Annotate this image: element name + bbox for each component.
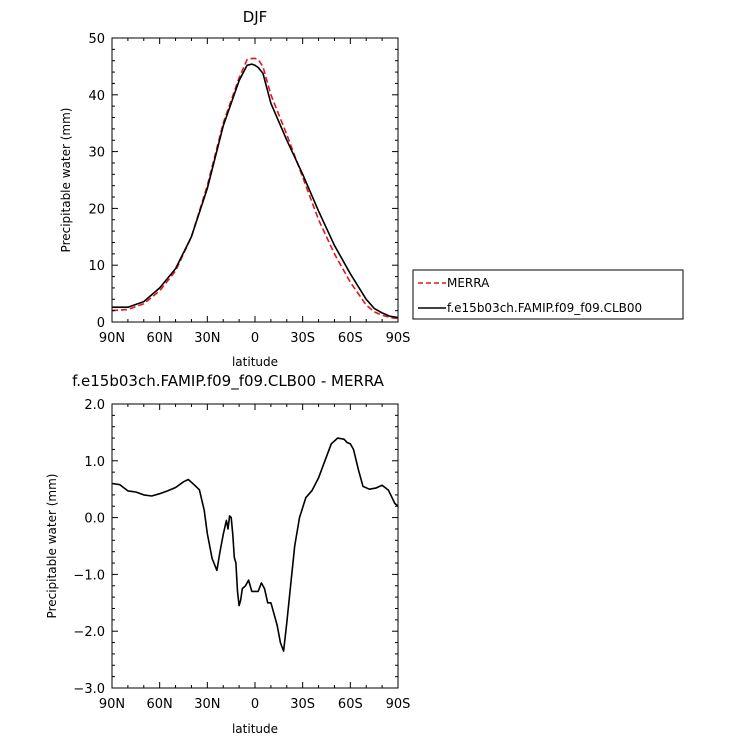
chart-title: f.e15b03ch.FAMIP.f09_f09.CLB00 - MERRA — [72, 372, 385, 391]
chart-panel-djf: DJF 90N 60N 30N 0 30S 60S 90S 0 10 20 30 40 50 lati… — [59, 8, 410, 369]
y-tick-label: −1.0 — [73, 568, 105, 583]
x-tick-label: 60S — [338, 697, 363, 712]
y-axis: −3.0 −2.0 −1.0 0.0 1.0 2.0 — [73, 398, 398, 697]
x-tick-label: 90S — [386, 331, 411, 346]
y-tick-label: 2.0 — [84, 398, 105, 413]
y-tick-label: 50 — [88, 32, 105, 47]
y-axis: 0 10 20 30 40 50 — [88, 32, 398, 331]
legend: MERRA f.e15b03ch.FAMIP.f09_f09.CLB00 — [412, 269, 684, 320]
x-tick-label: 90N — [99, 697, 125, 712]
series-line-0 — [111, 437, 399, 652]
series-group — [111, 437, 399, 652]
y-tick-label: 0.0 — [84, 512, 105, 527]
x-tick-label: 60N — [147, 331, 173, 346]
y-tick-label: 30 — [88, 146, 105, 161]
legend-box — [412, 269, 684, 320]
y-tick-label: 40 — [88, 89, 105, 104]
series-line-1 — [112, 63, 399, 319]
y-tick-label: 20 — [88, 202, 105, 217]
y-tick-label: 10 — [88, 259, 105, 274]
x-tick-label: 60N — [147, 697, 173, 712]
x-tick-label: 0 — [251, 331, 259, 346]
x-tick-label: 30N — [194, 697, 220, 712]
x-tick-label: 90N — [99, 331, 125, 346]
x-tick-label: 60S — [338, 331, 363, 346]
y-tick-label: 0 — [97, 316, 105, 331]
y-tick-label: 1.0 — [84, 455, 105, 470]
plot-frame — [111, 37, 399, 323]
x-tick-label: 90S — [386, 697, 411, 712]
y-tick-label: −2.0 — [73, 625, 105, 640]
x-axis: 90N 60N 30N 0 30S 60S 90S — [99, 38, 411, 346]
x-axis: 90N 60N 30N 0 30S 60S 90S — [99, 404, 411, 712]
x-tick-label: 0 — [251, 697, 259, 712]
y-tick-label: −3.0 — [73, 682, 105, 697]
x-axis-label: latitude — [232, 355, 278, 369]
legend-label-merra: MERRA — [447, 276, 490, 290]
plot-frame — [111, 403, 399, 689]
series-group — [111, 57, 399, 320]
x-axis-label: latitude — [232, 722, 278, 736]
series-line-0 — [111, 57, 399, 320]
x-tick-label: 30S — [290, 331, 315, 346]
legend-label-model: f.e15b03ch.FAMIP.f09_f09.CLB00 — [447, 301, 642, 315]
chart-title: DJF — [243, 8, 268, 26]
x-tick-label: 30N — [194, 331, 220, 346]
x-tick-label: 30S — [290, 697, 315, 712]
chart-panel-difference: f.e15b03ch.FAMIP.f09_f09.CLB00 - MERRA 9… — [45, 372, 410, 736]
y-axis-label: Precipitable water (mm) — [45, 474, 59, 619]
y-axis-label: Precipitable water (mm) — [59, 108, 73, 253]
